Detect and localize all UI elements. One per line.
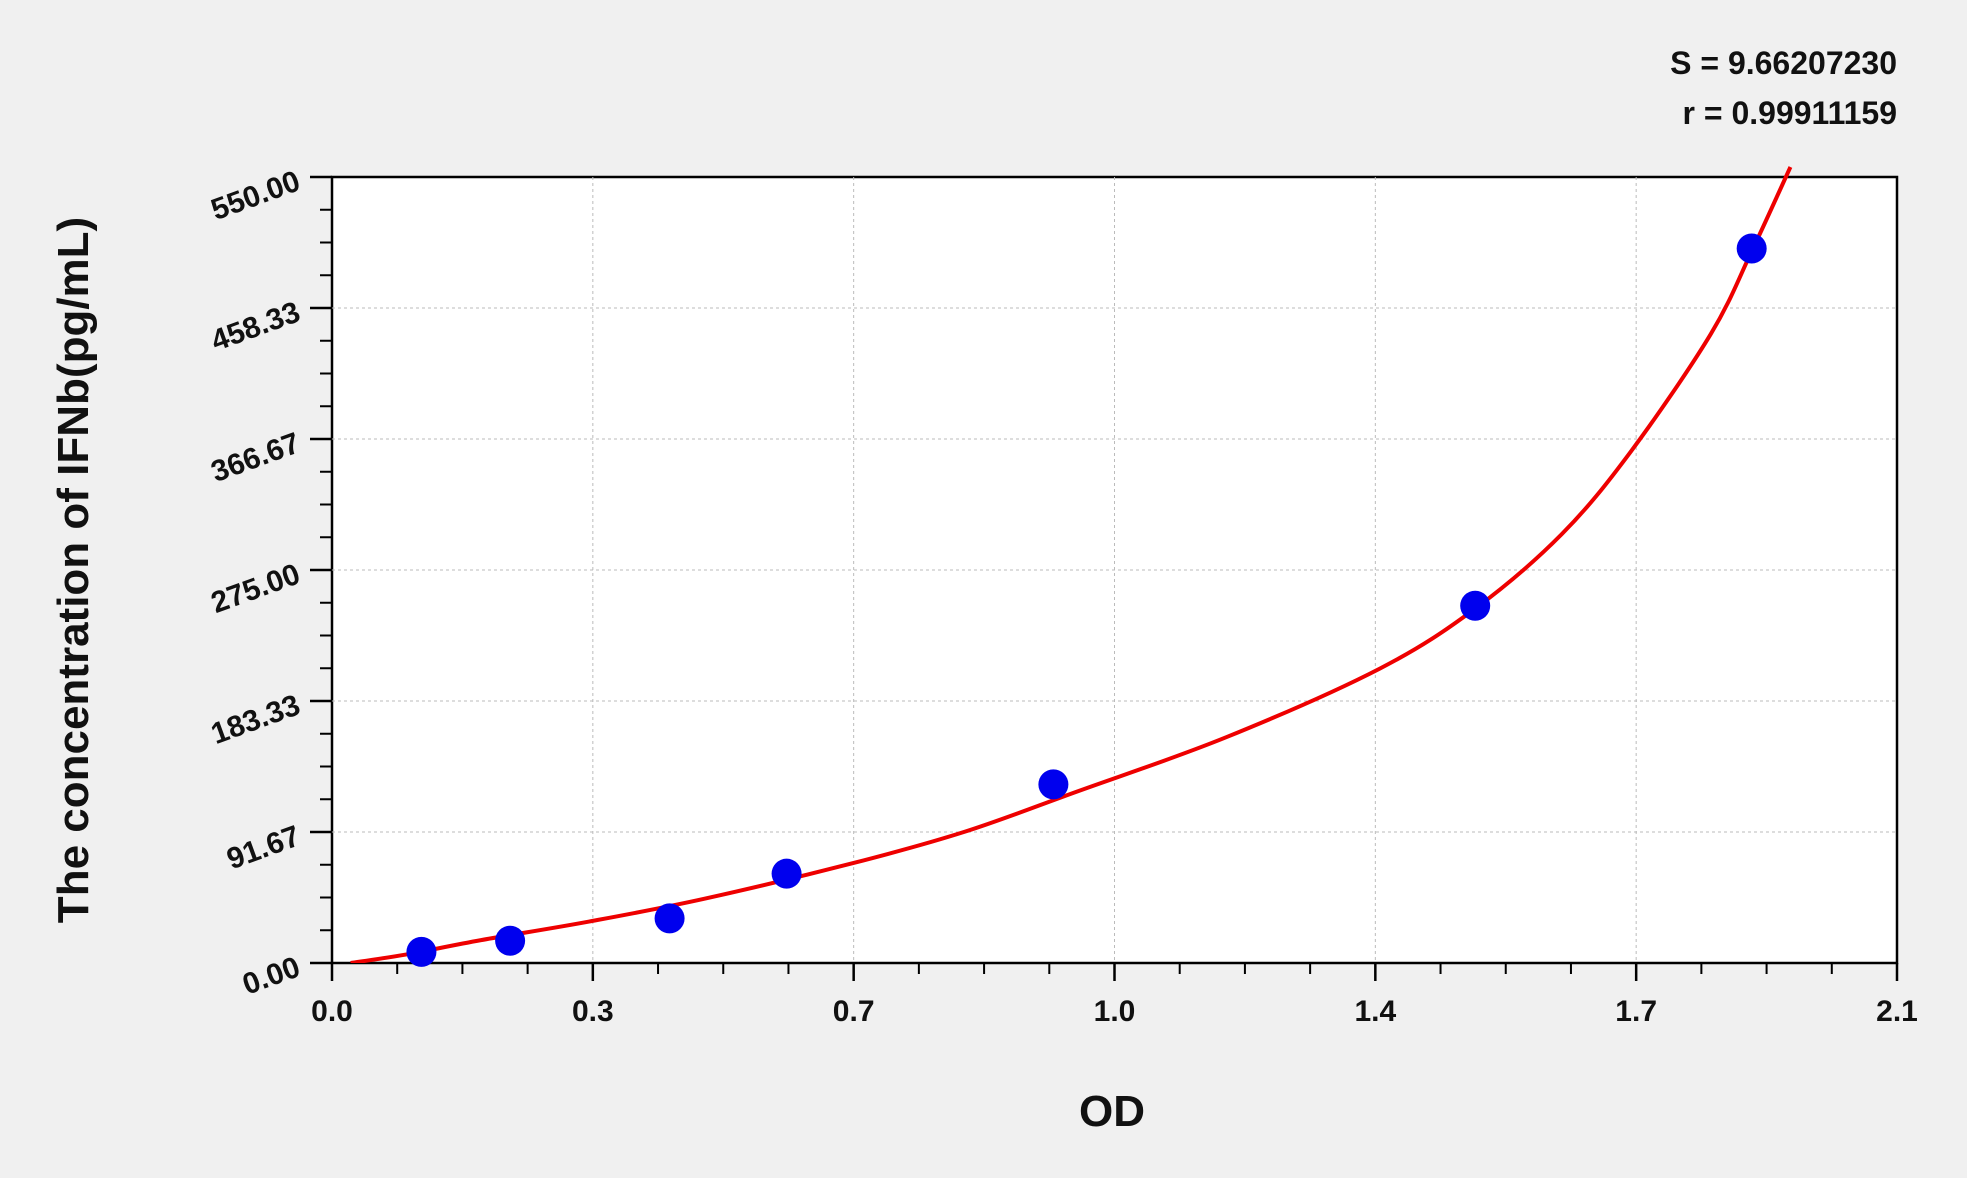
y-tick-label: 458.33 [207,296,305,358]
annotation-s: S = 9.66207230 [1670,45,1897,81]
data-point [1460,590,1491,621]
data-point [654,903,685,934]
fit-curve-group [350,166,1793,963]
y-tick-label: 0.00 [238,951,304,1002]
x-axis-label: OD [1079,1087,1145,1136]
x-tick-label: 1.7 [1615,995,1657,1028]
x-tick-label: 0.0 [311,995,353,1028]
data-point [1038,769,1069,800]
annotation-r: r = 0.99911159 [1683,95,1897,131]
y-tick-label: 275.00 [207,558,305,620]
x-tick-label: 1.0 [1094,995,1136,1028]
y-axis-label: The concentration of IFNb(pg/mL) [49,217,98,923]
x-tick-label: 2.1 [1876,995,1918,1028]
data-point [1736,233,1767,264]
y-tick-label: 366.67 [207,427,305,489]
x-tick-label: 0.3 [572,995,614,1028]
y-tick-label: 91.67 [223,820,305,877]
data-point [771,858,802,889]
data-points [406,233,1767,967]
y-tick-label: 183.33 [207,689,305,751]
y-tick-label: 550.00 [207,165,305,227]
x-tick-label: 0.7 [833,995,875,1028]
data-point [406,936,437,967]
x-tick-label: 1.4 [1354,995,1396,1028]
data-point [495,925,526,956]
fit-curve-line [350,166,1793,963]
grid-lines [332,177,1897,963]
